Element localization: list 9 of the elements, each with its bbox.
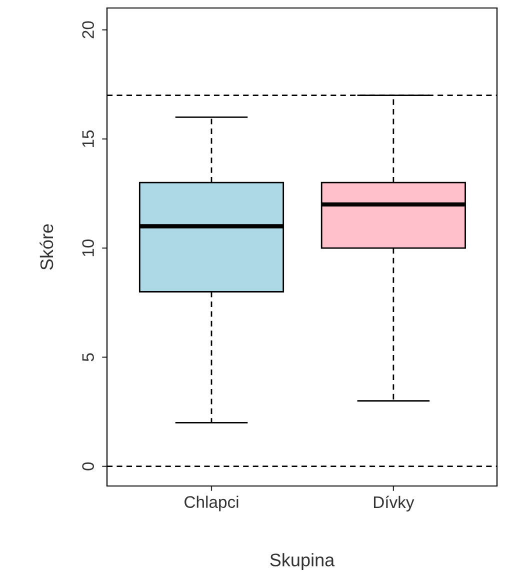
y-tick-label: 5 [82, 353, 94, 362]
y-tick-label: 0 [82, 462, 94, 470]
y-tick-label: 20 [82, 21, 94, 38]
y-tick-label: 15 [82, 130, 94, 147]
x-tick-label: Chlapci [184, 496, 238, 512]
y-axis-title: Skóre [40, 224, 54, 270]
x-axis-title: Skupina [270, 553, 335, 570]
y-tick-label: 10 [82, 239, 94, 256]
x-tick-label: Dívky [374, 496, 414, 512]
